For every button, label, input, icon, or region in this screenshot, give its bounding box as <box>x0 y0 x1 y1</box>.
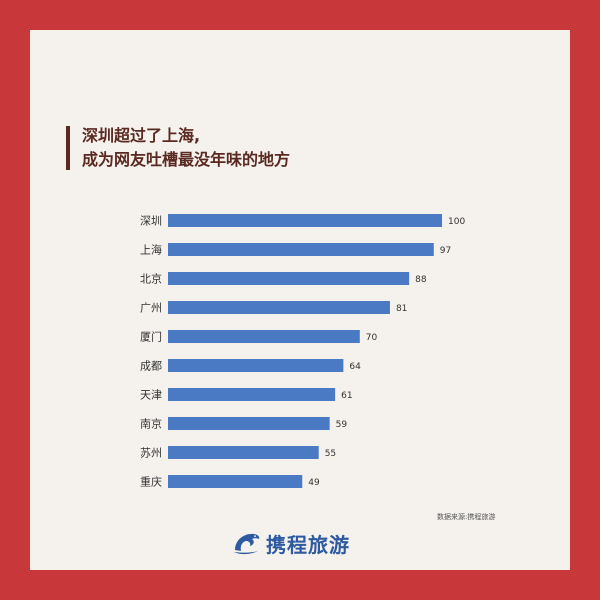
bar <box>168 214 442 227</box>
bar <box>168 272 410 285</box>
data-label: 97 <box>440 246 451 256</box>
data-label: 70 <box>366 333 378 343</box>
brand-name: 携程旅游 <box>266 532 350 557</box>
category-label: 成都 <box>140 360 162 373</box>
category-label: 深圳 <box>140 215 162 228</box>
data-label: 59 <box>336 420 348 430</box>
chart-title-line-2: 成为网友吐槽最没年味的地方 <box>82 150 291 169</box>
bar <box>168 359 344 372</box>
data-label: 61 <box>341 391 352 401</box>
category-label: 厦门 <box>140 330 162 344</box>
category-label: 重庆 <box>140 475 162 489</box>
dolphin-logo-icon <box>234 533 260 555</box>
bar <box>168 330 360 343</box>
bar <box>168 446 319 459</box>
data-source-note: 数据来源:携程旅游 <box>437 513 496 521</box>
bar <box>168 301 390 314</box>
bar <box>168 243 434 256</box>
category-label: 天津 <box>140 389 162 402</box>
data-label: 88 <box>415 275 427 285</box>
data-label: 49 <box>308 478 320 488</box>
bar <box>168 417 330 430</box>
category-label: 南京 <box>140 417 162 431</box>
chart-title: 深圳超过了上海, 成为网友吐槽最没年味的地方 <box>82 124 290 172</box>
brand-logo: 携程旅游 <box>232 530 350 557</box>
data-label: 55 <box>325 449 336 459</box>
bar <box>168 475 303 488</box>
category-label: 苏州 <box>140 447 162 460</box>
category-label: 北京 <box>140 272 162 286</box>
bar <box>168 388 336 401</box>
category-label: 上海 <box>140 243 162 257</box>
title-accent-bar <box>66 126 70 170</box>
data-label: 64 <box>349 362 361 372</box>
data-label: 100 <box>448 217 465 227</box>
data-label: 81 <box>396 304 407 314</box>
chart-title-line-1: 深圳超过了上海, <box>82 126 201 145</box>
category-label: 广州 <box>140 302 162 315</box>
